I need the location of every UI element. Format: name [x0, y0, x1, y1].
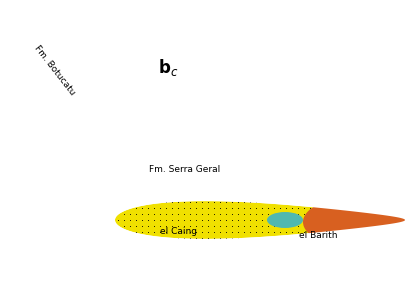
- Ellipse shape: [267, 212, 303, 228]
- Text: Fm. Botucatu: Fm. Botucatu: [33, 43, 77, 97]
- Polygon shape: [300, 128, 408, 150]
- Text: b$_c$: b$_c$: [158, 57, 178, 78]
- Ellipse shape: [303, 197, 407, 247]
- Polygon shape: [12, 5, 408, 138]
- Text: el Caing: el Caing: [159, 228, 196, 237]
- Polygon shape: [275, 5, 295, 138]
- Polygon shape: [115, 201, 405, 239]
- Text: Fm. Serra Geral: Fm. Serra Geral: [149, 166, 220, 175]
- Text: el Barith: el Barith: [299, 231, 337, 241]
- Polygon shape: [12, 122, 408, 150]
